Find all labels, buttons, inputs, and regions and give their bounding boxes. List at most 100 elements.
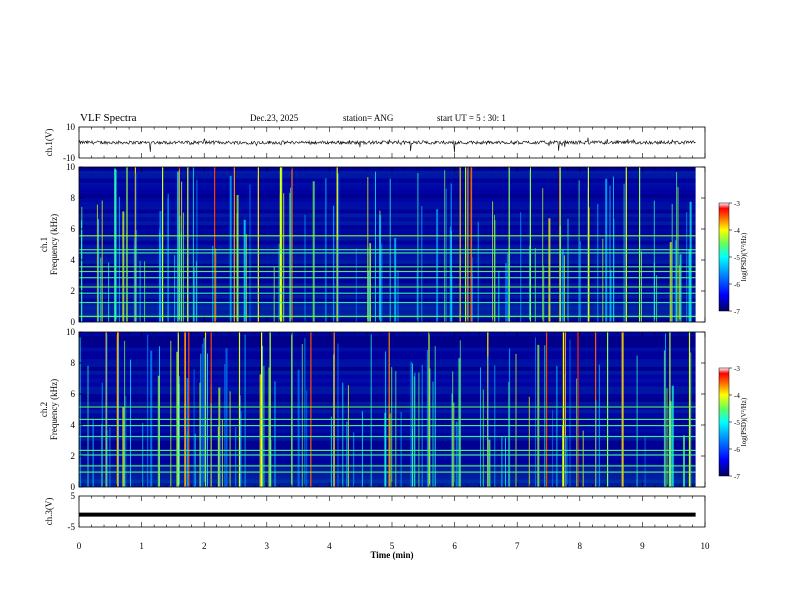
- ch1-spectrogram-sferic: [381, 243, 383, 322]
- ch2-spectrogram-strong-sferic: [261, 332, 263, 487]
- ch1-spectrogram-strong-sferic: [336, 167, 338, 322]
- ch1-spectrogram-strong-sferic: [214, 167, 216, 322]
- ch1-spectrogram-band: [79, 298, 696, 303]
- ch2-spectrogram-sferic: [274, 381, 276, 487]
- ch2-spectrogram-sferic: [544, 345, 546, 488]
- ch2-spectrogram-band: [79, 374, 696, 379]
- ch2-spectrogram-strong-sferic: [184, 332, 186, 487]
- ch1-spectrogram-sferic: [417, 172, 419, 323]
- ch2-spectrogram-strong-sferic: [204, 332, 207, 487]
- ch1-spectrogram-band: [79, 236, 696, 241]
- ch1-spectrogram-sferic: [529, 245, 531, 322]
- ch1-spectrogram-line: [79, 292, 696, 294]
- ch1-spectrogram-strong-sferic: [465, 167, 467, 322]
- ch2-spectrogram-sferic: [353, 432, 355, 487]
- y-tick-label: 4: [71, 420, 76, 430]
- ch2-spectrogram-band: [79, 386, 696, 391]
- colorbar-tick-label: -3: [734, 200, 740, 208]
- ch1-spectrogram-sferic: [494, 214, 495, 323]
- ch2-spectrogram-band: [79, 370, 696, 375]
- ch2-spectrogram-line: [79, 425, 696, 427]
- x-tick-label: 9: [640, 541, 645, 551]
- ch2-spectrogram-band: [79, 335, 696, 340]
- y-tick-label: 5: [71, 491, 76, 501]
- ch1-spectrogram-sferic: [588, 207, 590, 322]
- ch2-spectrogram-band: [79, 366, 696, 371]
- ch2-spectrogram-sferic: [413, 376, 415, 488]
- ch2-spectrogram-sferic: [122, 407, 125, 487]
- ch2-spectrogram-band: [79, 409, 696, 414]
- ch1-spectrogram-strong-sferic: [257, 167, 259, 322]
- ch1-spectrogram-sferic: [134, 245, 136, 322]
- ch1-spectrogram-sferic: [505, 262, 507, 322]
- x-tick-label: 7: [515, 541, 520, 551]
- ch1-spectrogram-colorbar: [718, 202, 730, 312]
- y-axis-label: Frequency (kHz): [49, 214, 59, 275]
- ch1-spectrogram-band: [79, 225, 696, 229]
- ch2-spectrogram-sferic: [199, 382, 201, 488]
- ch2-spectrogram-colorbar: [718, 367, 730, 477]
- ch1-spectrogram-sferic: [289, 192, 291, 323]
- ch2-spectrogram-line: [79, 454, 696, 456]
- ch1-spectrogram-sferic: [100, 257, 102, 322]
- ch1-spectrogram-sferic: [542, 188, 544, 322]
- ch1-spectrogram-sferic: [669, 242, 672, 322]
- ch1-spectrogram-sferic: [174, 255, 176, 322]
- ch2-spectrogram-sferic: [186, 378, 189, 487]
- ch2-spectrogram-line: [79, 471, 696, 473]
- ch2-spectrogram-sferic: [576, 378, 578, 487]
- ch2-spectrogram-band: [79, 432, 696, 437]
- ch1-spectrogram-sferic: [416, 269, 418, 322]
- ch1-spectrogram-line: [79, 270, 696, 273]
- ch2-spectrogram-strong-sferic: [188, 332, 190, 487]
- ch2-spectrogram-sferic: [346, 421, 348, 488]
- ch2-spectrogram-sferic: [501, 436, 503, 487]
- ch1-spectrogram-strong-sferic: [187, 167, 189, 322]
- ch1-spectrogram-sferic: [167, 193, 169, 323]
- ch2-spectrogram-sferic: [268, 367, 270, 488]
- ch2-spectrogram-sferic: [101, 424, 103, 488]
- y-tick-label: 10: [66, 162, 76, 172]
- ch1-spectrogram-band: [79, 186, 696, 191]
- ch1-spectrogram-sferic: [534, 248, 536, 323]
- ch1-spectrogram-sferic: [597, 204, 599, 322]
- ch1-spectrogram-band: [79, 248, 696, 253]
- ch1-spectrogram-sferic: [114, 168, 117, 323]
- ch1-spectrogram-sferic: [118, 196, 120, 323]
- ch2-spectrogram-band: [79, 471, 696, 476]
- ch2-spectrogram-sferic: [595, 400, 597, 488]
- ch1-spectrogram-sferic: [192, 167, 194, 323]
- ch2-spectrogram-sferic: [304, 338, 306, 487]
- ch1-spectrogram-sferic: [337, 239, 339, 322]
- ch2-spectrogram-band: [79, 339, 696, 344]
- ch2-spectrogram-band: [79, 425, 696, 429]
- ch2-spectrogram-sferic: [330, 416, 332, 487]
- ch1-spectrogram-sferic: [444, 170, 446, 322]
- ch1-spectrogram-band: [79, 263, 696, 268]
- ch2-spectrogram-sferic: [203, 338, 206, 488]
- y-axis-label: ch.1(V): [44, 129, 54, 157]
- ch1-spectrogram-sferic: [333, 205, 335, 322]
- ch1-spectrogram-band: [79, 221, 696, 226]
- ch1-spectrogram-strong-sferic: [162, 167, 164, 322]
- ch2-spectrogram-sferic: [218, 387, 221, 488]
- ch2-spectrogram-band: [79, 436, 696, 441]
- ch1-spectrogram-band: [79, 302, 696, 307]
- ch2-spectrogram-line: [79, 465, 696, 467]
- ch2-spectrogram-strong-sferic: [428, 332, 430, 487]
- ch2-spectrogram-sferic: [453, 402, 455, 487]
- ch2-spectrogram-sferic: [556, 365, 558, 488]
- ch2-spectrogram-sferic: [562, 425, 563, 487]
- ch1-spectrogram-band: [79, 167, 696, 171]
- ch2-spectrogram-band: [79, 378, 696, 383]
- ch1-spectrogram-strong-sferic: [459, 167, 461, 322]
- ch2-spectrogram-band: [79, 332, 696, 336]
- y-tick-label: 0: [71, 317, 76, 327]
- ch2-spectrogram-sferic: [582, 430, 584, 488]
- ch2-spectrogram-strong-sferic: [562, 332, 564, 487]
- x-axis-label: Time (min): [370, 550, 413, 560]
- ch1-spectrogram-band: [79, 232, 696, 237]
- ch1-spectrogram-sferic: [367, 270, 370, 322]
- ch2-spectrogram-sferic: [395, 371, 397, 488]
- ch2-spectrogram-sferic: [157, 375, 160, 487]
